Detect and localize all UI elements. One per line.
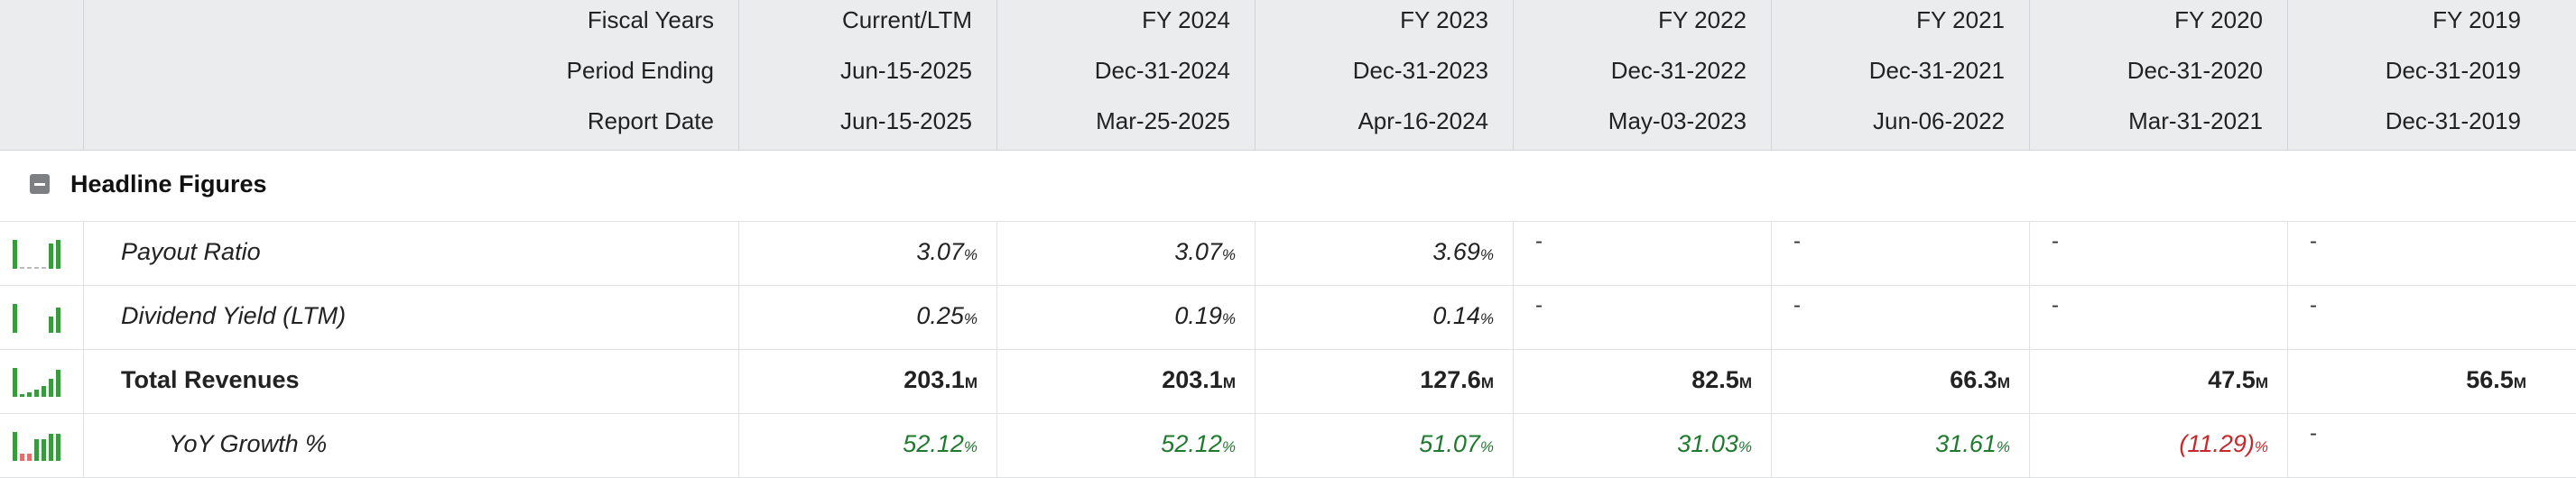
header-col-fy2022[interactable]: FY 2022 Dec-31-2022 May-03-2023 [1513,0,1772,150]
empty-value: - [1535,229,1543,253]
section-title: Headline Figures [70,170,267,198]
header-col-fy2020[interactable]: FY 2020 Dec-31-2020 Mar-31-2021 [2029,0,2288,150]
fiscal-year: Current/LTM [842,6,972,33]
cell-value: 203.1M [1162,366,1236,393]
report-date: Jun-15-2025 [840,107,972,134]
report-date-label: Report Date [587,107,714,134]
cell-value: 127.6M [1420,366,1494,393]
fiscal-year: FY 2020 [2174,6,2263,33]
report-date: Apr-16-2024 [1357,107,1488,134]
period-ending: Jun-15-2025 [840,57,972,84]
table-row-dividend-yield: Dividend Yield (LTM) 0.25% 0.19% 0.14% -… [0,286,2576,350]
table-row-yoy-growth: YoY Growth % 52.12% 52.12% 51.07% 31.03%… [0,414,2576,478]
cell-value: (11.29)% [2179,430,2268,457]
fiscal-years-label: Fiscal Years [587,6,714,33]
sparkline-chart-icon[interactable] [11,430,69,461]
fiscal-year: FY 2022 [1658,6,1747,33]
cell-value: 0.14% [1432,302,1494,329]
empty-value: - [2310,293,2317,317]
empty-value: - [1535,293,1543,317]
period-ending-label: Period Ending [566,57,714,84]
period-ending: Dec-31-2024 [1094,57,1230,84]
period-ending: Dec-31-2021 [1868,57,2005,84]
table-header: Fiscal Years Period Ending Report Date C… [0,0,2576,151]
cell-value: 203.1M [903,366,978,393]
fiscal-year: FY 2019 [2432,6,2521,33]
cell-value: 0.19% [1174,302,1236,329]
report-date: Jun-06-2022 [1873,107,2005,134]
cell-value: 3.69% [1432,238,1494,265]
period-ending: Dec-31-2020 [2127,57,2263,84]
period-ending: Dec-31-2019 [2385,57,2521,84]
empty-value: - [2310,229,2317,253]
cell-value: 82.5M [1691,366,1752,393]
row-label: Dividend Yield (LTM) [121,302,347,329]
period-ending: Dec-31-2022 [1610,57,1747,84]
empty-value: - [2052,229,2059,253]
fiscal-year: FY 2024 [1142,6,1230,33]
empty-value: - [1793,293,1801,317]
report-date: Mar-25-2025 [1096,107,1230,134]
empty-value: - [1793,229,1801,253]
period-ending: Dec-31-2023 [1352,57,1488,84]
header-col-fy2024[interactable]: FY 2024 Dec-31-2024 Mar-25-2025 [996,0,1256,150]
cell-value: 56.5M [2466,366,2526,393]
report-date: Mar-31-2021 [2128,107,2263,134]
header-col-ltm[interactable]: Current/LTM Jun-15-2025 Jun-15-2025 [738,0,997,150]
header-label-column: Fiscal Years Period Ending Report Date [83,0,739,150]
section-headline-figures: Headline Figures [0,151,2576,222]
header-col-fy2021[interactable]: FY 2021 Dec-31-2021 Jun-06-2022 [1771,0,2030,150]
cell-value: 3.07% [1174,238,1236,265]
report-date: Dec-31-2019 [2385,107,2521,134]
report-date: May-03-2023 [1608,107,1747,134]
header-col-fy2019[interactable]: FY 2019 Dec-31-2019 Dec-31-2019 [2287,0,2546,150]
row-label: Payout Ratio [121,238,261,265]
sparkline-chart-icon[interactable] [11,238,69,269]
table-row-payout-ratio: Payout Ratio 3.07% 3.07% 3.69% - - - - [0,222,2576,286]
cell-value: 47.5M [2208,366,2268,393]
table-row-total-revenues: Total Revenues 203.1M 203.1M 127.6M 82.5… [0,350,2576,414]
minus-square-icon[interactable] [30,174,50,194]
sparkline-chart-icon[interactable] [11,366,69,397]
cell-value: 3.07% [916,238,978,265]
empty-value: - [2052,293,2059,317]
row-label: Total Revenues [121,366,300,393]
empty-value: - [2310,421,2317,446]
cell-value: 51.07% [1419,430,1494,457]
fiscal-year: FY 2023 [1400,6,1488,33]
cell-value: 31.03% [1677,430,1752,457]
header-col-fy2023[interactable]: FY 2023 Dec-31-2023 Apr-16-2024 [1255,0,1514,150]
cell-value: 31.61% [1935,430,2010,457]
cell-value: 52.12% [903,430,978,457]
cell-value: 66.3M [1950,366,2010,393]
row-label: YoY Growth % [169,430,328,457]
fiscal-year: FY 2021 [1916,6,2005,33]
cell-value: 52.12% [1161,430,1236,457]
sparkline-chart-icon[interactable] [11,302,69,333]
cell-value: 0.25% [916,302,978,329]
